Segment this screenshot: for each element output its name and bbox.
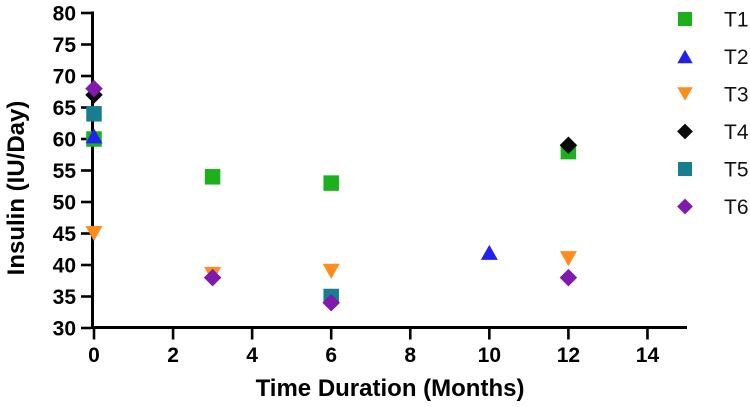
legend-swatch-T2 xyxy=(677,49,693,64)
legend-label-T5: T5 xyxy=(724,159,749,182)
marker-T6 xyxy=(203,268,222,287)
x-tick-label: 10 xyxy=(478,344,501,367)
legend-label-T6: T6 xyxy=(724,196,749,219)
marker-T6 xyxy=(322,294,340,312)
y-tick-label: 80 xyxy=(53,3,76,26)
marker-T3 xyxy=(559,251,577,267)
marker-T2 xyxy=(85,128,103,144)
marker-T4 xyxy=(559,136,578,155)
y-tick-label: 60 xyxy=(53,129,76,152)
legend-label-T3: T3 xyxy=(724,84,749,107)
marker-T2 xyxy=(480,244,498,260)
y-tick-label: 30 xyxy=(53,318,76,341)
y-tick-label: 55 xyxy=(53,160,77,183)
legend-swatch-T5 xyxy=(678,162,692,176)
marker-T3 xyxy=(85,225,103,242)
legend-swatch-T6 xyxy=(677,198,693,215)
legend-label-T2: T2 xyxy=(724,46,749,69)
x-tick-label: 12 xyxy=(557,344,580,367)
marker-T3 xyxy=(322,263,340,279)
marker-T6 xyxy=(559,268,578,287)
marker-T6 xyxy=(85,79,103,98)
y-tick-label: 70 xyxy=(53,66,76,89)
legend-swatch-T4 xyxy=(677,123,693,140)
y-tick-label: 50 xyxy=(53,192,76,215)
x-tick-label: 8 xyxy=(404,344,416,367)
y-tick-label: 40 xyxy=(53,255,76,278)
legend-swatch-T3 xyxy=(677,87,693,101)
x-tick-label: 14 xyxy=(636,344,660,367)
x-axis-title: Time Duration (Months) xyxy=(256,375,525,402)
x-tick-label: 4 xyxy=(246,344,258,367)
marker-T1 xyxy=(323,175,339,191)
legend-label-T1: T1 xyxy=(724,9,749,32)
y-tick-label: 75 xyxy=(53,34,77,57)
x-tick-label: 2 xyxy=(167,344,179,367)
x-tick-label: 0 xyxy=(88,344,100,367)
legend-label-T4: T4 xyxy=(724,121,749,144)
x-tick-label: 6 xyxy=(325,344,337,367)
legend-swatch-T1 xyxy=(678,12,692,26)
y-tick-label: 65 xyxy=(53,97,77,120)
y-axis-title: Insulin (IU/Day) xyxy=(3,101,30,276)
marker-T5 xyxy=(86,106,102,122)
marker-T1 xyxy=(204,169,221,185)
y-tick-label: 35 xyxy=(53,286,77,309)
y-tick-label: 45 xyxy=(53,223,77,246)
